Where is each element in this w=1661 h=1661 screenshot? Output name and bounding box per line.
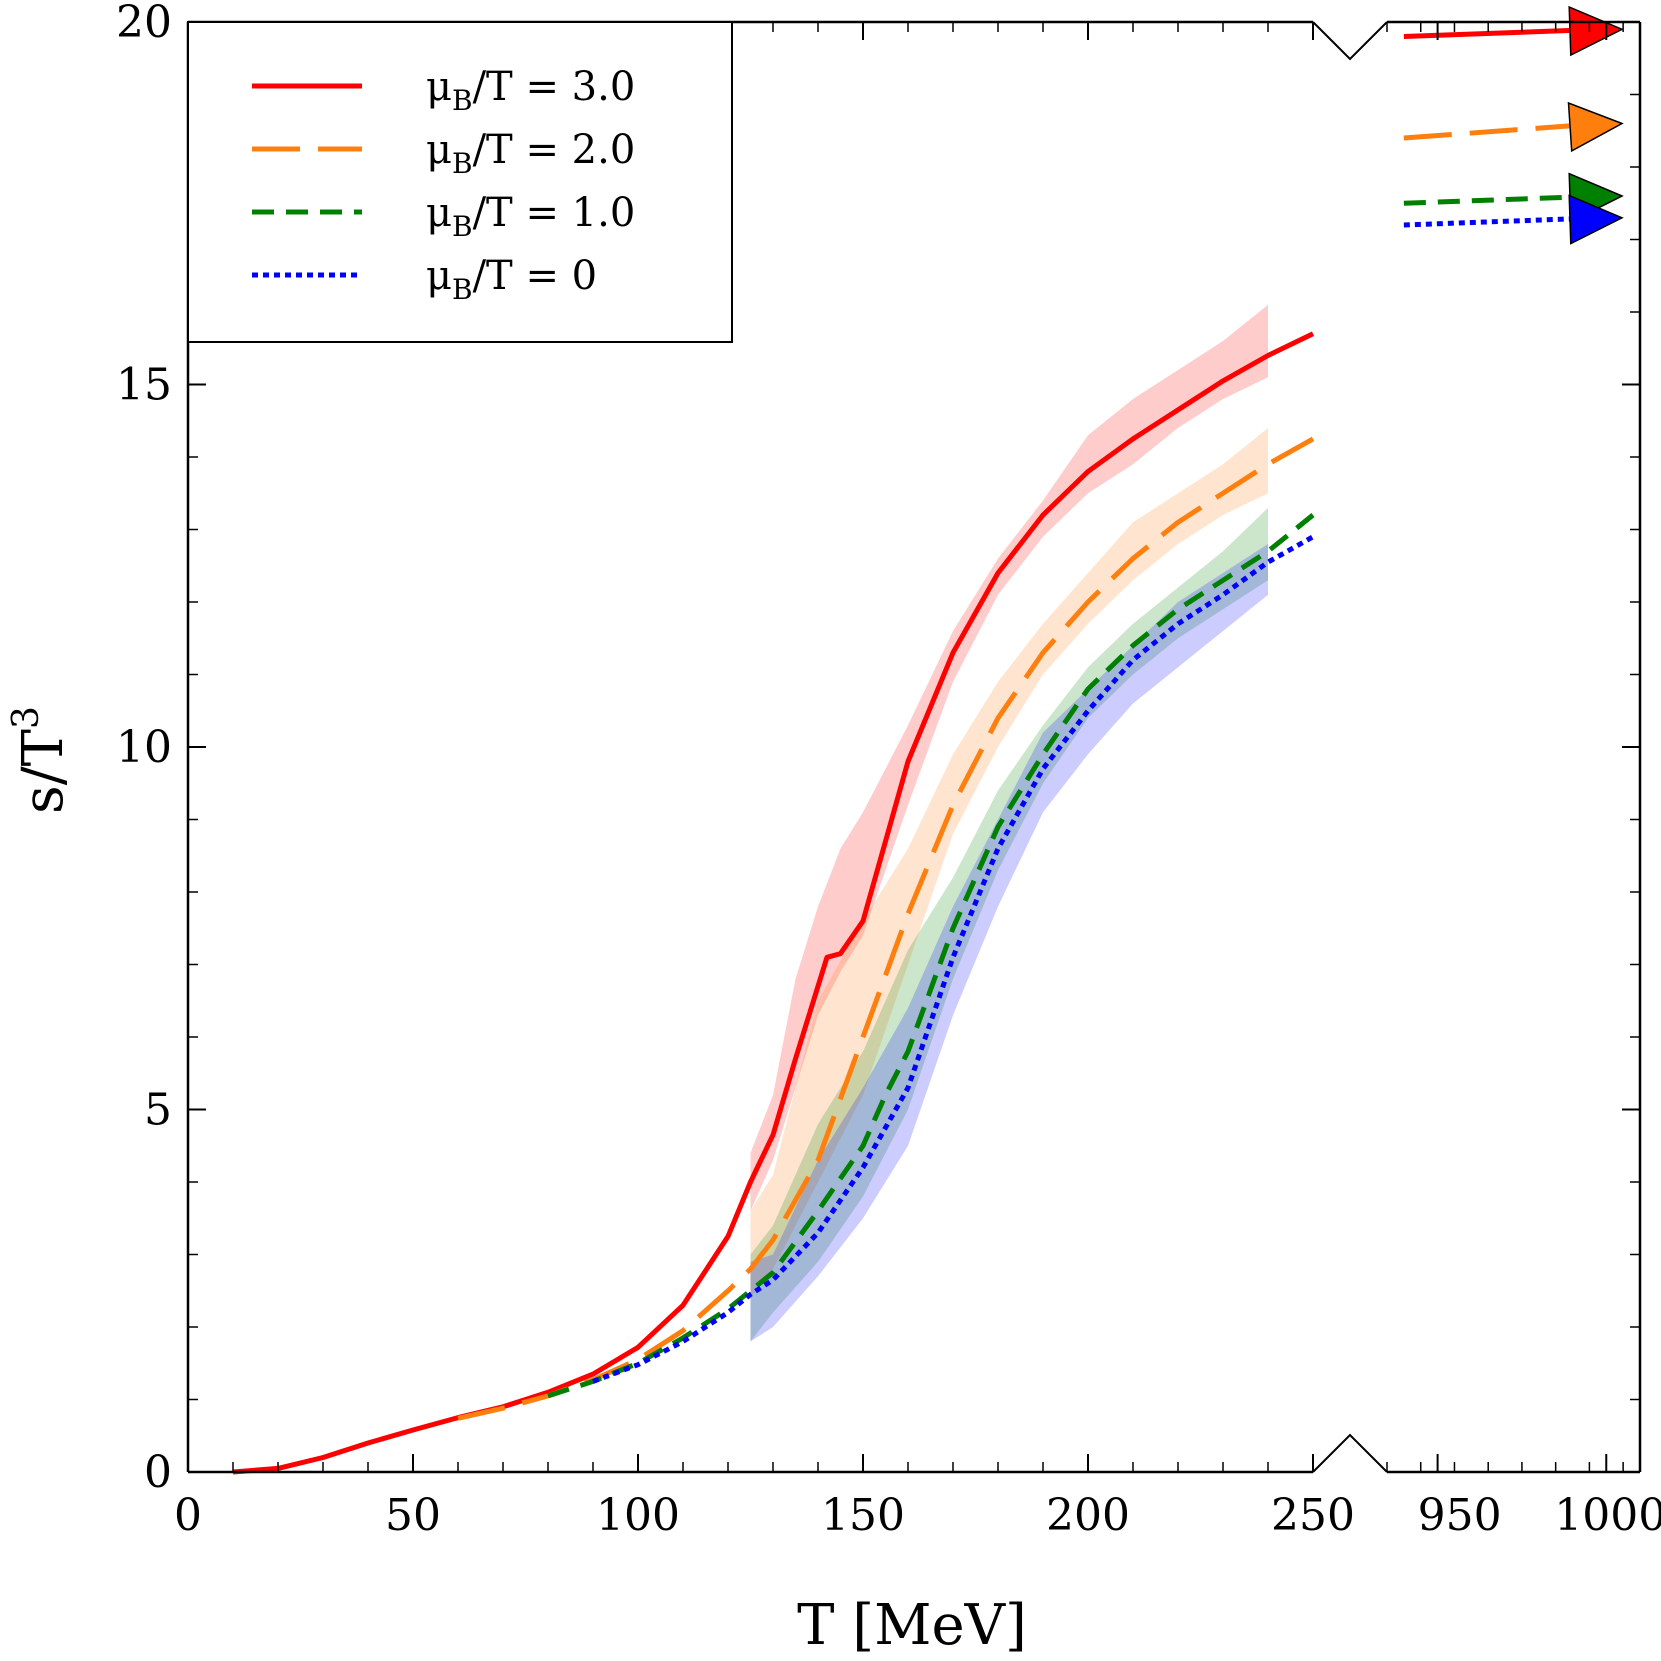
legend: μB/T = 3.0μB/T = 2.0μB/T = 1.0μB/T = 0 — [187, 21, 733, 343]
legend-label-mu: μ — [426, 190, 452, 236]
legend-label-sub: B — [452, 147, 473, 180]
y-axis-title-sup: 3 — [6, 706, 47, 729]
series-line-2.0 — [457, 436, 1315, 1421]
x-tick-label: 250 — [1271, 1490, 1355, 1541]
y-tick-label: 5 — [144, 1085, 172, 1136]
uncertainty-bands — [750, 304, 1268, 1342]
arrowhead-0 — [1568, 194, 1624, 245]
series-line-1.0 — [547, 513, 1315, 1399]
legend-label-mu: μ — [426, 64, 452, 110]
legend-label: μB/T = 1.0 — [426, 190, 635, 243]
legend-label: μB/T = 2.0 — [426, 127, 635, 180]
legend-label-sub: B — [452, 84, 473, 117]
axis-break-bottom — [1312, 1433, 1388, 1473]
arrow-line-2.0 — [1403, 121, 1603, 141]
series-lines — [232, 331, 1315, 1475]
band-0 — [750, 544, 1268, 1342]
y-tick-label: 10 — [116, 722, 172, 773]
x-tick-label: 100 — [596, 1490, 680, 1541]
legend-label: μB/T = 0 — [426, 253, 597, 306]
arrowhead-3.0 — [1568, 5, 1624, 57]
legend-label-sub: B — [452, 273, 473, 306]
legend-label-rest: /T = 2.0 — [473, 127, 636, 173]
x-tick-label: 200 — [1046, 1490, 1130, 1541]
x-tick-label: 150 — [821, 1490, 905, 1541]
y-tick-label: 20 — [116, 0, 172, 48]
legend-label-sub: B — [452, 210, 473, 243]
legend-label-rest: /T = 0 — [473, 253, 598, 299]
band-2.0 — [750, 428, 1268, 1298]
x-tick-label: 0 — [174, 1490, 202, 1541]
band-3.0 — [750, 304, 1268, 1211]
y-tick-label: 15 — [116, 360, 172, 411]
y-axis-title-main: s/T — [11, 729, 76, 814]
series-line-0 — [592, 534, 1315, 1384]
x-axis-title: T [MeV] — [797, 1593, 1027, 1658]
x-tick-label: 50 — [385, 1490, 441, 1541]
legend-label-mu: μ — [426, 253, 452, 299]
legend-label-mu: μ — [426, 127, 452, 173]
ticks: 0 50 100 150 200 250 950 1000 0 5 10 15 20 — [116, 0, 1661, 1541]
series-line-3.0 — [232, 331, 1315, 1475]
legend-box — [187, 21, 733, 343]
x-tick-label: 950 — [1418, 1490, 1502, 1541]
arrowhead-2.0 — [1567, 101, 1624, 153]
arrow-line-0 — [1403, 215, 1603, 228]
x-tick-label: 1000 — [1554, 1490, 1661, 1541]
y-tick-label: 0 — [144, 1447, 172, 1498]
legend-label: μB/T = 3.0 — [426, 64, 635, 117]
y-axis-title: s/T3 — [6, 706, 76, 814]
asymptote-arrows — [1403, 5, 1624, 245]
axis-break-top — [1312, 21, 1388, 61]
legend-label-rest: /T = 3.0 — [473, 64, 636, 110]
legend-label-rest: /T = 1.0 — [473, 190, 636, 236]
